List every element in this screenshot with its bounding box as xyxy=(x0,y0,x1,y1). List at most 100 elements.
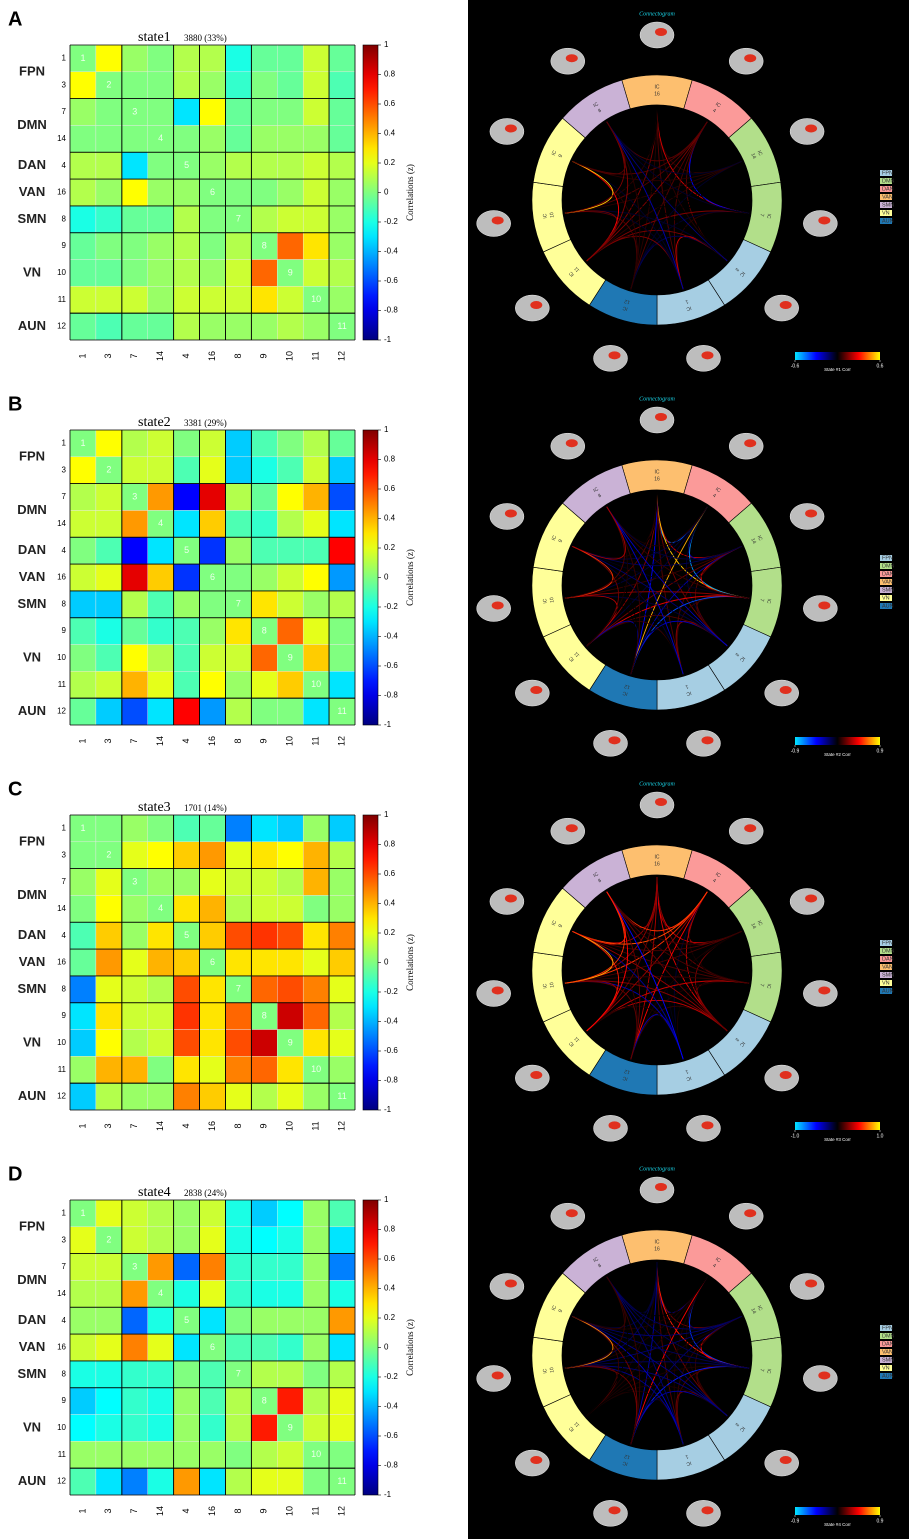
heatmap-cell xyxy=(225,125,251,152)
heatmap-cell xyxy=(303,313,329,340)
legend-label: VN xyxy=(882,980,890,986)
diagonal-label: 11 xyxy=(337,321,346,331)
connectogram-colorbar-label: State #3 Corr xyxy=(824,1137,851,1142)
column-label: 7 xyxy=(129,353,139,358)
heatmap-cell xyxy=(303,45,329,72)
brain-slice xyxy=(594,1115,628,1141)
heatmap-cell xyxy=(277,1227,303,1254)
column-label: 16 xyxy=(207,1121,217,1131)
heatmap-cell xyxy=(200,125,226,152)
row-label: 12 xyxy=(57,1477,66,1486)
heatmap-cell xyxy=(329,1307,355,1334)
brain-slice xyxy=(477,595,511,621)
heatmap-cell xyxy=(122,286,148,313)
heatmap-cell xyxy=(329,895,355,922)
row-label: 11 xyxy=(58,680,67,689)
row-label: 3 xyxy=(62,1235,67,1244)
heatmap-cell xyxy=(303,815,329,842)
heatmap-cell xyxy=(122,645,148,672)
heatmap-cell xyxy=(174,1083,200,1110)
heatmap-cell xyxy=(122,125,148,152)
heatmap-title: state3 xyxy=(138,800,171,815)
heatmap-cell xyxy=(70,510,96,537)
heatmap-cell xyxy=(200,1056,226,1083)
heatmap-cell xyxy=(174,1227,200,1254)
connectogram-title: Connectogram xyxy=(639,396,675,402)
heatmap-cell xyxy=(303,1415,329,1442)
brain-activation xyxy=(818,601,830,609)
row-label: 1 xyxy=(62,54,67,63)
row-label: 3 xyxy=(62,80,67,89)
colorbar-tick-label: -1 xyxy=(384,1105,392,1114)
heatmap-cell xyxy=(122,591,148,618)
legend-label: VAN xyxy=(882,1349,893,1355)
diagonal-label: 3 xyxy=(132,106,137,116)
heatmap-cell xyxy=(174,313,200,340)
heatmap-cell xyxy=(174,1030,200,1057)
heatmap-cell xyxy=(148,286,174,313)
colorbar-tick-label: -0.9 xyxy=(791,748,800,754)
brain-activation xyxy=(505,124,517,132)
colorbar-tick-label: 0.4 xyxy=(384,1284,396,1293)
legend-label: AUN xyxy=(882,603,894,609)
heatmap-cell xyxy=(70,1441,96,1468)
heatmap-cell xyxy=(148,260,174,287)
heatmap-cell xyxy=(96,313,122,340)
heatmap-cell xyxy=(329,484,355,511)
legend-label: SMN xyxy=(882,972,894,978)
heatmap-cell xyxy=(225,1307,251,1334)
colorbar xyxy=(363,1200,378,1495)
heatmap-cell xyxy=(122,1415,148,1442)
heatmap-cell xyxy=(329,457,355,484)
diagonal-label: 4 xyxy=(158,903,163,913)
diagonal-label: 4 xyxy=(158,518,163,528)
heatmap-cell xyxy=(277,430,303,457)
network-label: FPN xyxy=(19,448,45,463)
brain-slice xyxy=(490,888,524,914)
brain-slice xyxy=(803,210,837,236)
heatmap-cell xyxy=(122,815,148,842)
heatmap-cell xyxy=(70,457,96,484)
colorbar-tick-label: -1 xyxy=(384,720,392,729)
network-label: DAN xyxy=(18,542,46,557)
figure: Astate13880 (33%)1234567891011FPNDMNDANV… xyxy=(0,0,909,1539)
heatmap-cell xyxy=(200,1280,226,1307)
diagonal-label: 6 xyxy=(210,572,215,582)
heatmap-cell xyxy=(277,286,303,313)
brain-activation xyxy=(701,736,713,744)
heatmap-cell xyxy=(277,313,303,340)
heatmap-cell xyxy=(225,1200,251,1227)
heatmap-cell xyxy=(96,1415,122,1442)
heatmap-cell xyxy=(70,537,96,564)
brain-slice xyxy=(729,818,763,844)
heatmap-cell xyxy=(174,698,200,725)
heatmap-cell xyxy=(122,1334,148,1361)
heatmap-cell xyxy=(148,591,174,618)
heatmap-cell xyxy=(148,179,174,206)
heatmap-cell xyxy=(303,645,329,672)
heatmap-cell xyxy=(251,260,277,287)
heatmap-cell xyxy=(200,698,226,725)
legend-label: DAN xyxy=(882,571,894,577)
heatmap-cell xyxy=(174,815,200,842)
heatmap-cell xyxy=(303,1468,329,1495)
diagonal-label: 8 xyxy=(262,241,267,251)
heatmap-cell xyxy=(200,233,226,260)
heatmap-cell xyxy=(122,976,148,1003)
legend-label: VN xyxy=(882,595,890,601)
heatmap-cell xyxy=(148,430,174,457)
heatmap-cell xyxy=(70,233,96,260)
heatmap-cell xyxy=(329,815,355,842)
panel-letter: C xyxy=(8,778,22,800)
heatmap-cell xyxy=(329,1361,355,1388)
brain-slice xyxy=(640,407,674,433)
brain-activation xyxy=(805,1279,817,1287)
brain-slice xyxy=(551,433,585,459)
colorbar xyxy=(363,430,378,725)
heatmap-cell xyxy=(251,645,277,672)
heatmap-cell xyxy=(70,99,96,126)
heatmap-cell xyxy=(96,1254,122,1281)
heatmap-cell xyxy=(122,564,148,591)
colorbar-tick-label: -0.6 xyxy=(384,276,398,285)
heatmap-cell xyxy=(303,152,329,179)
